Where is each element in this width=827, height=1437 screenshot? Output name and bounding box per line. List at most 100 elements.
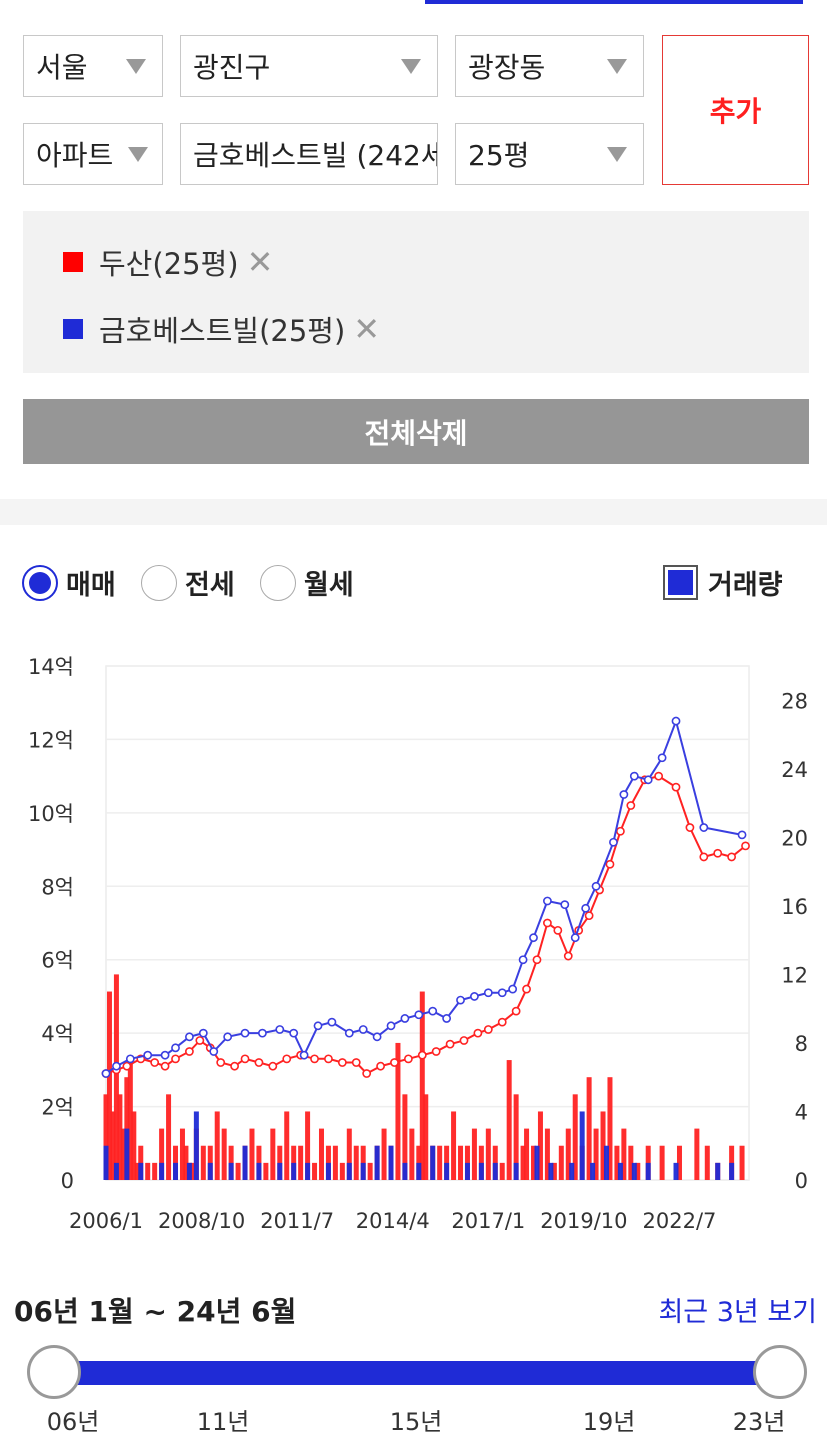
volume-bar	[628, 1145, 634, 1180]
price-point	[268, 1061, 278, 1071]
volume-bar	[166, 1094, 172, 1180]
volume-bar	[113, 1162, 119, 1180]
range-slider-track[interactable]	[54, 1361, 780, 1385]
radio-jeonse-label: 전세	[185, 570, 235, 601]
volume-bar	[263, 1162, 269, 1180]
price-point	[473, 1028, 483, 1038]
volume-bar	[572, 1094, 578, 1180]
y-right-tick-label: 8	[795, 1032, 808, 1056]
checkbox-checked	[663, 565, 698, 600]
x-tick-label: 2019/10	[540, 1209, 627, 1233]
price-point	[223, 1032, 233, 1042]
volume-bar	[207, 1162, 213, 1180]
volume-bar	[499, 1162, 505, 1180]
price-point	[216, 1058, 226, 1067]
volume-toggle[interactable]: 거래량	[663, 563, 783, 602]
price-point	[511, 1006, 521, 1016]
price-point	[654, 771, 664, 781]
price-point	[258, 1028, 267, 1038]
volume-bar	[565, 1128, 571, 1180]
city-select[interactable]: 서울	[23, 35, 163, 97]
delete-all-button[interactable]: 전체삭제	[23, 399, 809, 464]
volume-bar	[579, 1111, 585, 1180]
volume-bar	[249, 1128, 255, 1180]
slider-tick-label: 11년	[196, 1408, 250, 1436]
y-left-tick-label: 0	[61, 1169, 74, 1193]
price-point	[741, 841, 750, 851]
dong-select[interactable]: 광장동	[455, 35, 644, 97]
price-point	[337, 1058, 347, 1067]
price-chart: 0 2억 4억 6억 8억 10억 12억 14억 0 4 8 12 16 20 24 28 2006/1 200…	[28, 655, 808, 1233]
volume-bar	[645, 1162, 651, 1180]
price-point	[310, 1054, 319, 1064]
volume-bar	[739, 1145, 745, 1180]
price-point	[313, 1021, 323, 1031]
property-type-select[interactable]: 아파트	[23, 123, 163, 185]
radio-sale[interactable]: 매매	[22, 563, 116, 602]
volume-bar	[113, 974, 119, 1180]
volume-bar	[173, 1162, 179, 1180]
price-point	[240, 1028, 250, 1038]
volume-bar	[617, 1162, 623, 1180]
price-point	[428, 1006, 438, 1016]
volume-bar	[586, 1077, 592, 1180]
slider-tick-label: 23년	[732, 1408, 786, 1436]
range-slider-end-handle[interactable]	[753, 1345, 807, 1399]
volume-bar	[242, 1145, 248, 1180]
price-point	[254, 1058, 264, 1067]
volume-bar	[186, 1162, 192, 1180]
volume-bar	[409, 1128, 415, 1180]
price-point	[160, 1061, 170, 1071]
price-point	[456, 995, 465, 1005]
district-select[interactable]: 광진구	[180, 35, 438, 97]
price-point	[400, 1014, 410, 1023]
price-point	[543, 896, 552, 906]
radio-circle	[141, 564, 177, 601]
range-slider-start-handle[interactable]	[27, 1345, 81, 1399]
volume-bar	[228, 1162, 234, 1180]
volume-bar	[548, 1162, 554, 1180]
series-color-swatch	[63, 319, 83, 339]
volume-bar	[152, 1162, 158, 1180]
x-tick-label: 2014/4	[356, 1209, 430, 1233]
radio-monthly[interactable]: 월세	[260, 563, 354, 602]
remove-icon[interactable]: ✕	[353, 310, 381, 348]
radio-monthly-label: 월세	[304, 570, 354, 601]
volume-bar	[513, 1162, 519, 1180]
price-point	[275, 1025, 285, 1034]
y-right-tick-label: 12	[781, 963, 808, 987]
complex-select[interactable]: 금호베스트빌 (242세	[180, 123, 438, 185]
volume-bar	[458, 1145, 464, 1180]
price-lines	[101, 716, 750, 1078]
y-left-tick-label: 14억	[28, 655, 74, 679]
volume-bar	[235, 1162, 241, 1180]
volume-bar	[531, 1145, 537, 1180]
size-select[interactable]: 25평	[455, 123, 644, 185]
y-right-tick-label: 28	[781, 689, 808, 713]
y-left-tick-label: 2억	[41, 1096, 74, 1120]
remove-icon[interactable]: ✕	[246, 243, 274, 281]
price-point	[685, 823, 695, 832]
volume-bar	[127, 1060, 133, 1180]
date-range-label: 06년 1월 ~ 24년 6월	[14, 1295, 297, 1328]
price-point	[713, 848, 723, 858]
volume-bar	[277, 1162, 283, 1180]
volume-bar	[631, 1162, 637, 1180]
volume-bar	[492, 1162, 498, 1180]
chevron-down-icon	[401, 58, 421, 74]
radio-jeonse[interactable]: 전세	[141, 563, 235, 602]
volume-bar	[179, 1128, 185, 1180]
price-point	[619, 790, 629, 799]
add-button[interactable]: 추가	[662, 35, 809, 185]
volume-bar	[430, 1145, 436, 1180]
volume-bar	[590, 1162, 596, 1180]
volume-bar	[270, 1128, 276, 1180]
volume-bar	[558, 1145, 564, 1180]
price-point	[737, 830, 747, 840]
volume-bar	[106, 991, 112, 1180]
compare-item-label: 두산(25평)	[99, 247, 239, 281]
price-point	[522, 984, 531, 994]
price-point	[483, 988, 493, 998]
price-point	[122, 1061, 132, 1071]
recent-3-years-link[interactable]: 최근 3년 보기	[658, 1297, 817, 1328]
